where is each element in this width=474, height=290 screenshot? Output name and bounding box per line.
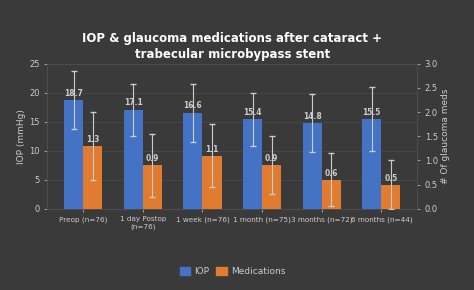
Bar [382,185,401,209]
Text: 0.5: 0.5 [384,174,398,183]
Y-axis label: # Of glaucoma meds: # Of glaucoma meds [441,88,450,184]
Bar [243,119,262,209]
Text: 1.3: 1.3 [86,135,100,144]
Text: 0.9: 0.9 [265,154,278,163]
Bar [302,123,322,209]
Bar [143,165,162,209]
Bar [64,100,83,209]
Text: 14.8: 14.8 [303,112,321,121]
Bar [83,146,102,209]
Bar [322,180,341,209]
Bar [202,156,221,209]
Text: 17.1: 17.1 [124,98,143,107]
Title: IOP & glaucoma medications after cataract +
trabecular microbypass stent: IOP & glaucoma medications after catarac… [82,32,382,61]
Text: 18.7: 18.7 [64,89,83,98]
Text: 16.6: 16.6 [183,101,202,110]
Bar [183,113,202,209]
Text: 0.6: 0.6 [325,169,338,178]
Text: 15.4: 15.4 [243,108,262,117]
Bar [362,119,382,209]
Y-axis label: IOP (mmHg): IOP (mmHg) [18,109,27,164]
Legend: IOP, Medications: IOP, Medications [176,263,289,280]
Text: 15.5: 15.5 [363,108,381,117]
Text: 1.1: 1.1 [205,145,219,154]
Bar [262,165,281,209]
Text: 0.9: 0.9 [146,154,159,163]
Bar [124,110,143,209]
